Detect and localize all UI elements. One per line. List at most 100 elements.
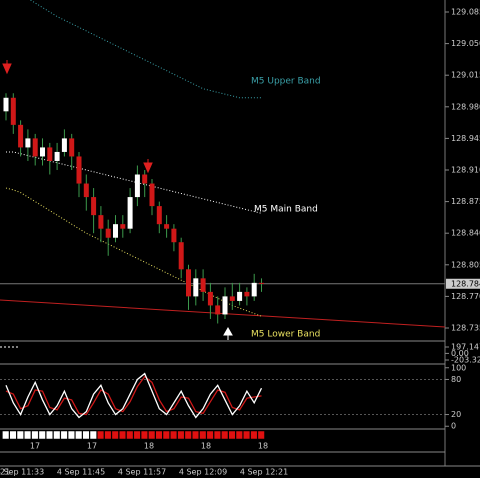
- candle-body: [222, 296, 228, 315]
- candle-body: [215, 305, 221, 315]
- bar-cell: [257, 430, 265, 440]
- candle-body: [10, 97, 16, 125]
- bar-cell: [184, 430, 192, 440]
- candle-body: [207, 291, 213, 306]
- y-tick-label: 128.770: [451, 292, 480, 301]
- x-tick-label: 21: [0, 468, 10, 477]
- x-tick-label: 4 Sep 12:21: [240, 468, 288, 477]
- y-tick-label: 128.805: [451, 260, 480, 269]
- y-tick-label: 129.050: [451, 39, 480, 48]
- candle-body: [40, 147, 45, 157]
- candle-body: [32, 138, 38, 157]
- sell-arrow: [143, 159, 153, 174]
- candle-body: [91, 197, 97, 216]
- candle-body: [164, 224, 170, 229]
- bar-cell: [228, 430, 236, 440]
- bar-cell: [118, 430, 127, 440]
- bar-cell: [243, 430, 251, 440]
- bar-cell: [221, 430, 229, 440]
- bar-cell: [38, 430, 46, 440]
- bar-cell: [170, 430, 178, 440]
- bar-cell: [213, 430, 221, 440]
- candle-body: [54, 151, 60, 161]
- candle-body: [83, 183, 89, 198]
- bar-cell: [82, 430, 90, 440]
- y-tick-label: 100: [451, 363, 466, 372]
- candle-body: [171, 228, 177, 243]
- y-tick-label: 128.910: [451, 166, 480, 175]
- bar-cell: [111, 430, 119, 440]
- candle-body: [178, 242, 184, 270]
- candle-body: [156, 206, 162, 225]
- bar-label: 18: [201, 442, 211, 451]
- candle-body: [134, 174, 140, 198]
- y-tick-label: 0: [451, 422, 456, 431]
- bar-cell: [31, 430, 39, 440]
- bar-cell: [155, 430, 163, 440]
- bar-cell: [140, 430, 148, 440]
- price-tag-bg: [446, 278, 480, 289]
- bar-cell: [206, 430, 214, 440]
- bar-cell: [67, 430, 75, 440]
- x-tick-label: 4 Sep 11:57: [118, 468, 166, 477]
- bar-cell: [126, 430, 134, 440]
- signal-line: [5, 375, 262, 416]
- candle-body: [251, 282, 257, 297]
- signal-bar: [2, 430, 265, 440]
- candle-body: [193, 278, 199, 297]
- candle-body: [18, 124, 24, 148]
- candle-body: [76, 156, 82, 184]
- main-line: [5, 372, 263, 419]
- y-tick-label: 128.980: [451, 102, 480, 111]
- buy-arrow: [223, 326, 233, 340]
- bar-cell: [177, 430, 185, 440]
- bar-cell: [199, 430, 207, 440]
- bar-cell: [235, 430, 243, 440]
- bar-label: 18: [258, 442, 268, 451]
- bar-label: 17: [87, 442, 97, 451]
- bar-cell: [191, 430, 200, 440]
- bar-cell: [75, 430, 83, 440]
- y-tick-label: 128.945: [451, 134, 480, 143]
- y-tick-label: 128.735: [451, 323, 480, 332]
- bar-cell: [60, 430, 68, 440]
- band-line: [6, 151, 262, 214]
- price-tag: 128.784: [451, 279, 480, 288]
- bar-cell: [2, 430, 10, 440]
- candle-body: [61, 138, 67, 152]
- x-tick-label: 4 Sep 11:45: [57, 468, 105, 477]
- candle-body: [105, 228, 111, 238]
- bar-cell: [24, 430, 32, 440]
- y-tick-label: 128.875: [451, 197, 480, 206]
- band-line: [29, 0, 262, 99]
- bar-cell: [9, 430, 17, 440]
- candle-body: [127, 197, 133, 229]
- y-tick-label: 80: [451, 375, 461, 384]
- candle-body: [237, 291, 243, 301]
- band-line: [5, 187, 262, 317]
- annotation: M5 Main Band: [254, 205, 318, 215]
- annotation: M5 Upper Band: [251, 77, 321, 87]
- bar-cell: [45, 430, 54, 440]
- bar-cell: [162, 430, 170, 440]
- bar-label: 17: [30, 442, 40, 451]
- y-tick-label: -203.3209: [451, 356, 480, 365]
- y-tick-label: 129.085: [451, 8, 480, 17]
- x-tick-label: 4 Sep 11:33: [0, 468, 44, 477]
- candle-body: [229, 296, 235, 301]
- candle-body: [47, 147, 53, 161]
- candle-body: [142, 174, 148, 184]
- candle-body: [120, 224, 126, 229]
- candle-body: [113, 224, 118, 238]
- y-tick-label: 20: [451, 410, 461, 419]
- bar-cell: [53, 430, 61, 440]
- sell-arrow: [2, 60, 12, 75]
- candle-body: [244, 291, 250, 297]
- bar-cell: [250, 430, 258, 440]
- candle-body: [149, 183, 155, 207]
- bar-cell: [97, 430, 105, 440]
- y-tick-label: 0.00: [451, 349, 469, 358]
- candle-body: [25, 138, 31, 148]
